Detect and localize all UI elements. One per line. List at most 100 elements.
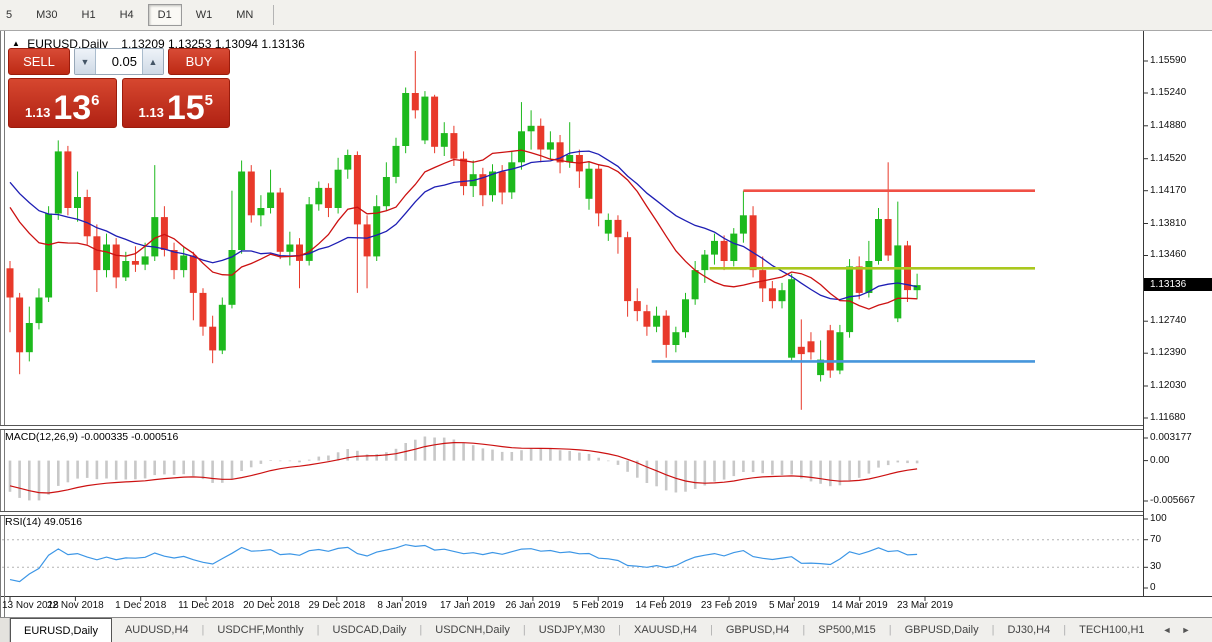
tab-gbpusd-h4[interactable]: GBPUSD,H4 (725, 624, 790, 636)
rsi-indicator-label: RSI(14) 49.0516 (5, 516, 83, 528)
timeframe-button-mn[interactable]: MN (236, 9, 254, 21)
date-tick-label: 11 Dec 2018 (178, 600, 235, 611)
axis-tick-label: 0.003177 (1150, 432, 1192, 443)
tab-eurusd-daily[interactable]: EURUSD,Daily (10, 618, 112, 642)
timeframe-button-d1[interactable]: D1 (147, 4, 182, 26)
macd-indicator-label: MACD(12,26,9) -0.000335 -0.000516 (5, 431, 179, 443)
tab-gbpusd-daily[interactable]: GBPUSD,Daily (904, 624, 979, 636)
tab-separator: | (419, 624, 423, 636)
axis-tick-label: 70 (1150, 533, 1162, 545)
volume-decrease-button[interactable]: ▼ (75, 49, 96, 74)
date-tick-label: 20 Dec 2018 (243, 600, 300, 611)
buy-button[interactable]: BUY (168, 48, 230, 75)
buy-price-sup: 5 (204, 92, 213, 109)
axis-tick-label: 1.14170 (1150, 184, 1187, 196)
axis-tick-label: 1.14880 (1150, 119, 1187, 131)
tab-dj30-h4[interactable]: DJ30,H4 (1007, 624, 1051, 636)
volume-stepper: ▼ ▲ (74, 48, 164, 75)
tab-sp500-m15[interactable]: SP500,M15 (818, 624, 876, 636)
tab-separator: | (201, 624, 205, 636)
buy-price-prefix: 1.13 (138, 105, 164, 120)
tab-xauusd-h4[interactable]: XAUUSD,H4 (634, 624, 697, 636)
title-marker-icon: ▲ (12, 39, 20, 48)
tab-audusd-h4[interactable]: AUDUSD,H4 (124, 624, 189, 636)
price-axis-separator (1143, 31, 1144, 596)
current-price-badge: 1.13136 (1144, 278, 1212, 291)
sell-button[interactable]: SELL (8, 48, 70, 75)
date-tick-label: 8 Jan 2019 (377, 600, 427, 611)
tab-usdjpy-m30[interactable]: USDJPY,M30 (538, 624, 606, 636)
axis-tick-label: 1.13810 (1150, 217, 1187, 229)
date-tick-label: 5 Mar 2019 (769, 600, 820, 611)
chart-ohlc-values: 1.13209 1.13253 1.13094 1.13136 (121, 37, 305, 51)
date-tick-label: 5 Feb 2019 (572, 600, 624, 611)
tab-separator: | (1063, 624, 1067, 636)
tab-separator: | (991, 624, 995, 636)
sell-price-sup: 6 (91, 92, 100, 109)
axis-tick-label: 100 (1150, 513, 1167, 524)
buy-price-display[interactable]: 1.13 15 5 (121, 78, 230, 128)
axis-tick-label: 1.11680 (1150, 412, 1186, 423)
date-tick-label: 13 Nov 2018 (2, 600, 59, 611)
sell-price-prefix: 1.13 (25, 105, 51, 120)
date-tick-label: 17 Jan 2019 (439, 600, 496, 611)
price-axis[interactable]: 1.13136 1.15590 1.15240 1.14880 1.14520 1.14… (1144, 0, 1212, 641)
rsi-panel-splitter[interactable] (0, 511, 1143, 516)
sell-price-display[interactable]: 1.13 13 6 (8, 78, 117, 128)
tab-usdcad-daily[interactable]: USDCAD,Daily (332, 624, 407, 636)
axis-tick-label: 1.14520 (1150, 152, 1187, 164)
sell-price-big: 13 (53, 89, 92, 128)
date-tick-label: 1 Dec 2018 (115, 600, 167, 611)
tab-separator: | (618, 624, 621, 636)
tab-usdcnh-daily[interactable]: USDCNH,Daily (435, 624, 510, 636)
timeframe-button-h1[interactable]: H1 (81, 9, 96, 21)
tabbar-grip (0, 618, 10, 642)
axis-tick-label: 1.12030 (1150, 380, 1187, 392)
tab-separator: | (888, 624, 892, 636)
tab-separator: | (709, 624, 713, 636)
tab-scroll-left-icon[interactable]: ◄ (1162, 625, 1172, 635)
arrow-down-icon: ▼ (80, 56, 90, 67)
chart-symbol-label: EURUSD,Daily (27, 37, 108, 51)
axis-tick-label: 1.12390 (1150, 347, 1187, 359)
timeframe-toolbar: 5 M30 H1 H4 D1 W1 MN (0, 0, 1212, 31)
buy-price-big: 15 (166, 89, 205, 128)
axis-tick-label: 0.00 (1150, 454, 1170, 466)
macd-panel-splitter[interactable] (0, 425, 1143, 430)
date-tick-label: 26 Jan 2019 (505, 600, 561, 611)
tab-separator: | (316, 624, 320, 636)
timeframe-button-5[interactable]: 5 (6, 9, 13, 21)
window-border-inner (4, 30, 5, 618)
axis-tick-label: 1.12740 (1150, 315, 1187, 327)
tab-separator: | (522, 624, 526, 636)
axis-tick-label: 1.13460 (1150, 249, 1187, 261)
axis-tick-label: -0.005667 (1150, 495, 1196, 506)
tab-usdchf-monthly[interactable]: USDCHF,Monthly (217, 624, 304, 636)
date-tick-label: 23 Mar 2019 (896, 600, 954, 611)
volume-increase-button[interactable]: ▲ (142, 49, 163, 74)
window-border-outer (0, 30, 1, 618)
timeframe-button-h4[interactable]: H4 (119, 9, 134, 21)
toolbar-separator (273, 5, 275, 25)
volume-input[interactable] (96, 49, 142, 74)
timeframe-button-m30[interactable]: M30 (36, 9, 58, 21)
date-axis[interactable]: 13 Nov 2018 22 Nov 2018 1 Dec 2018 11 Dec 2… (0, 600, 1143, 617)
tab-scroll-right-icon[interactable]: ► (1181, 625, 1191, 635)
tab-tech100-h1[interactable]: TECH100,H1 (1079, 624, 1145, 636)
axis-tick-label: 30 (1150, 561, 1162, 573)
chart-tab-bar: EURUSD,Daily AUDUSD,H4 | USDCHF,Monthly | USD… (0, 617, 1212, 642)
date-tick-label: 14 Feb 2019 (635, 600, 692, 611)
tab-separator: | (802, 624, 806, 636)
axis-tick-label: 1.15240 (1150, 86, 1187, 98)
date-axis-line (0, 596, 1212, 597)
date-tick-label: 14 Mar 2019 (831, 600, 888, 611)
chart-title: ▲ EURUSD,Daily 1.13209 1.13253 1.13094 1… (12, 37, 305, 51)
timeframe-button-w1[interactable]: W1 (195, 9, 213, 21)
arrow-up-icon: ▲ (148, 56, 158, 67)
axis-tick-label: 0 (1150, 582, 1156, 593)
axis-tick-label: 1.15590 (1150, 55, 1187, 66)
date-tick-label: 22 Nov 2018 (47, 600, 104, 611)
date-tick-label: 23 Feb 2019 (700, 600, 758, 611)
date-tick-label: 29 Dec 2018 (308, 600, 366, 611)
